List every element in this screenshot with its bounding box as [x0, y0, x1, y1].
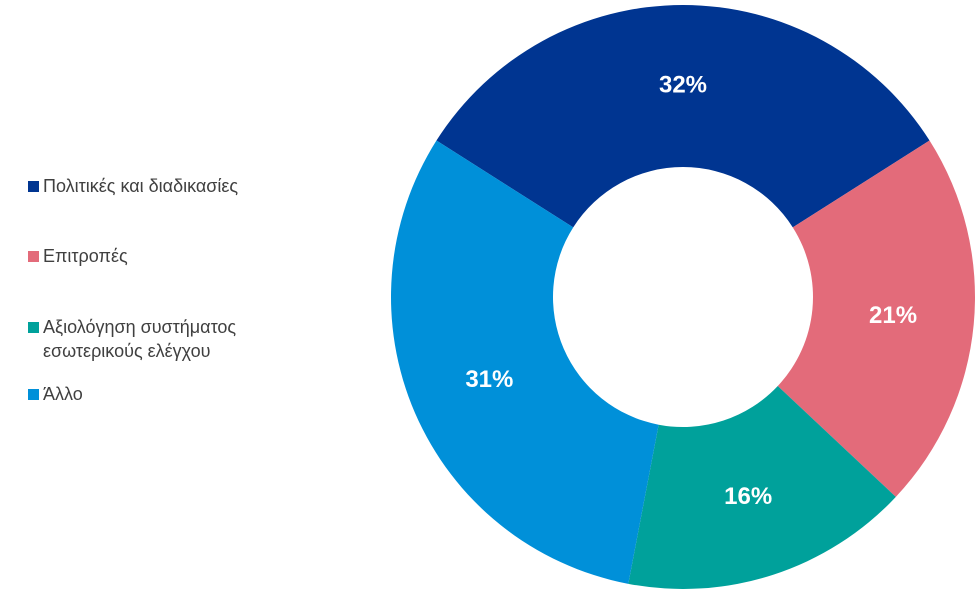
legend-swatch [28, 181, 39, 192]
legend-item: Πολιτικές και διαδικασίες [28, 174, 328, 198]
legend-swatch [28, 251, 39, 262]
donut-slice [436, 5, 930, 228]
data-label: 21% [869, 302, 917, 329]
donut-slice [391, 140, 659, 584]
donut-slice [777, 140, 975, 497]
data-label: 32% [659, 71, 707, 98]
data-label: 31% [465, 366, 513, 393]
legend-swatch [28, 389, 39, 400]
legend-item: Αξιολόγηση συστήματος εσωτερικούς ελέγχο… [28, 315, 328, 363]
data-label: 16% [724, 483, 772, 510]
legend-label: Πολιτικές και διαδικασίες [43, 176, 239, 196]
donut-slice [628, 385, 896, 589]
legend-item: Επιτροπές [28, 244, 328, 268]
legend-label: Επιτροπές [43, 246, 128, 266]
legend-label: Αξιολόγηση συστήματος εσωτερικούς ελέγχο… [43, 317, 237, 361]
legend-label: Άλλο [43, 384, 83, 404]
legend-swatch [28, 322, 39, 333]
legend-item: Άλλο [28, 382, 328, 406]
